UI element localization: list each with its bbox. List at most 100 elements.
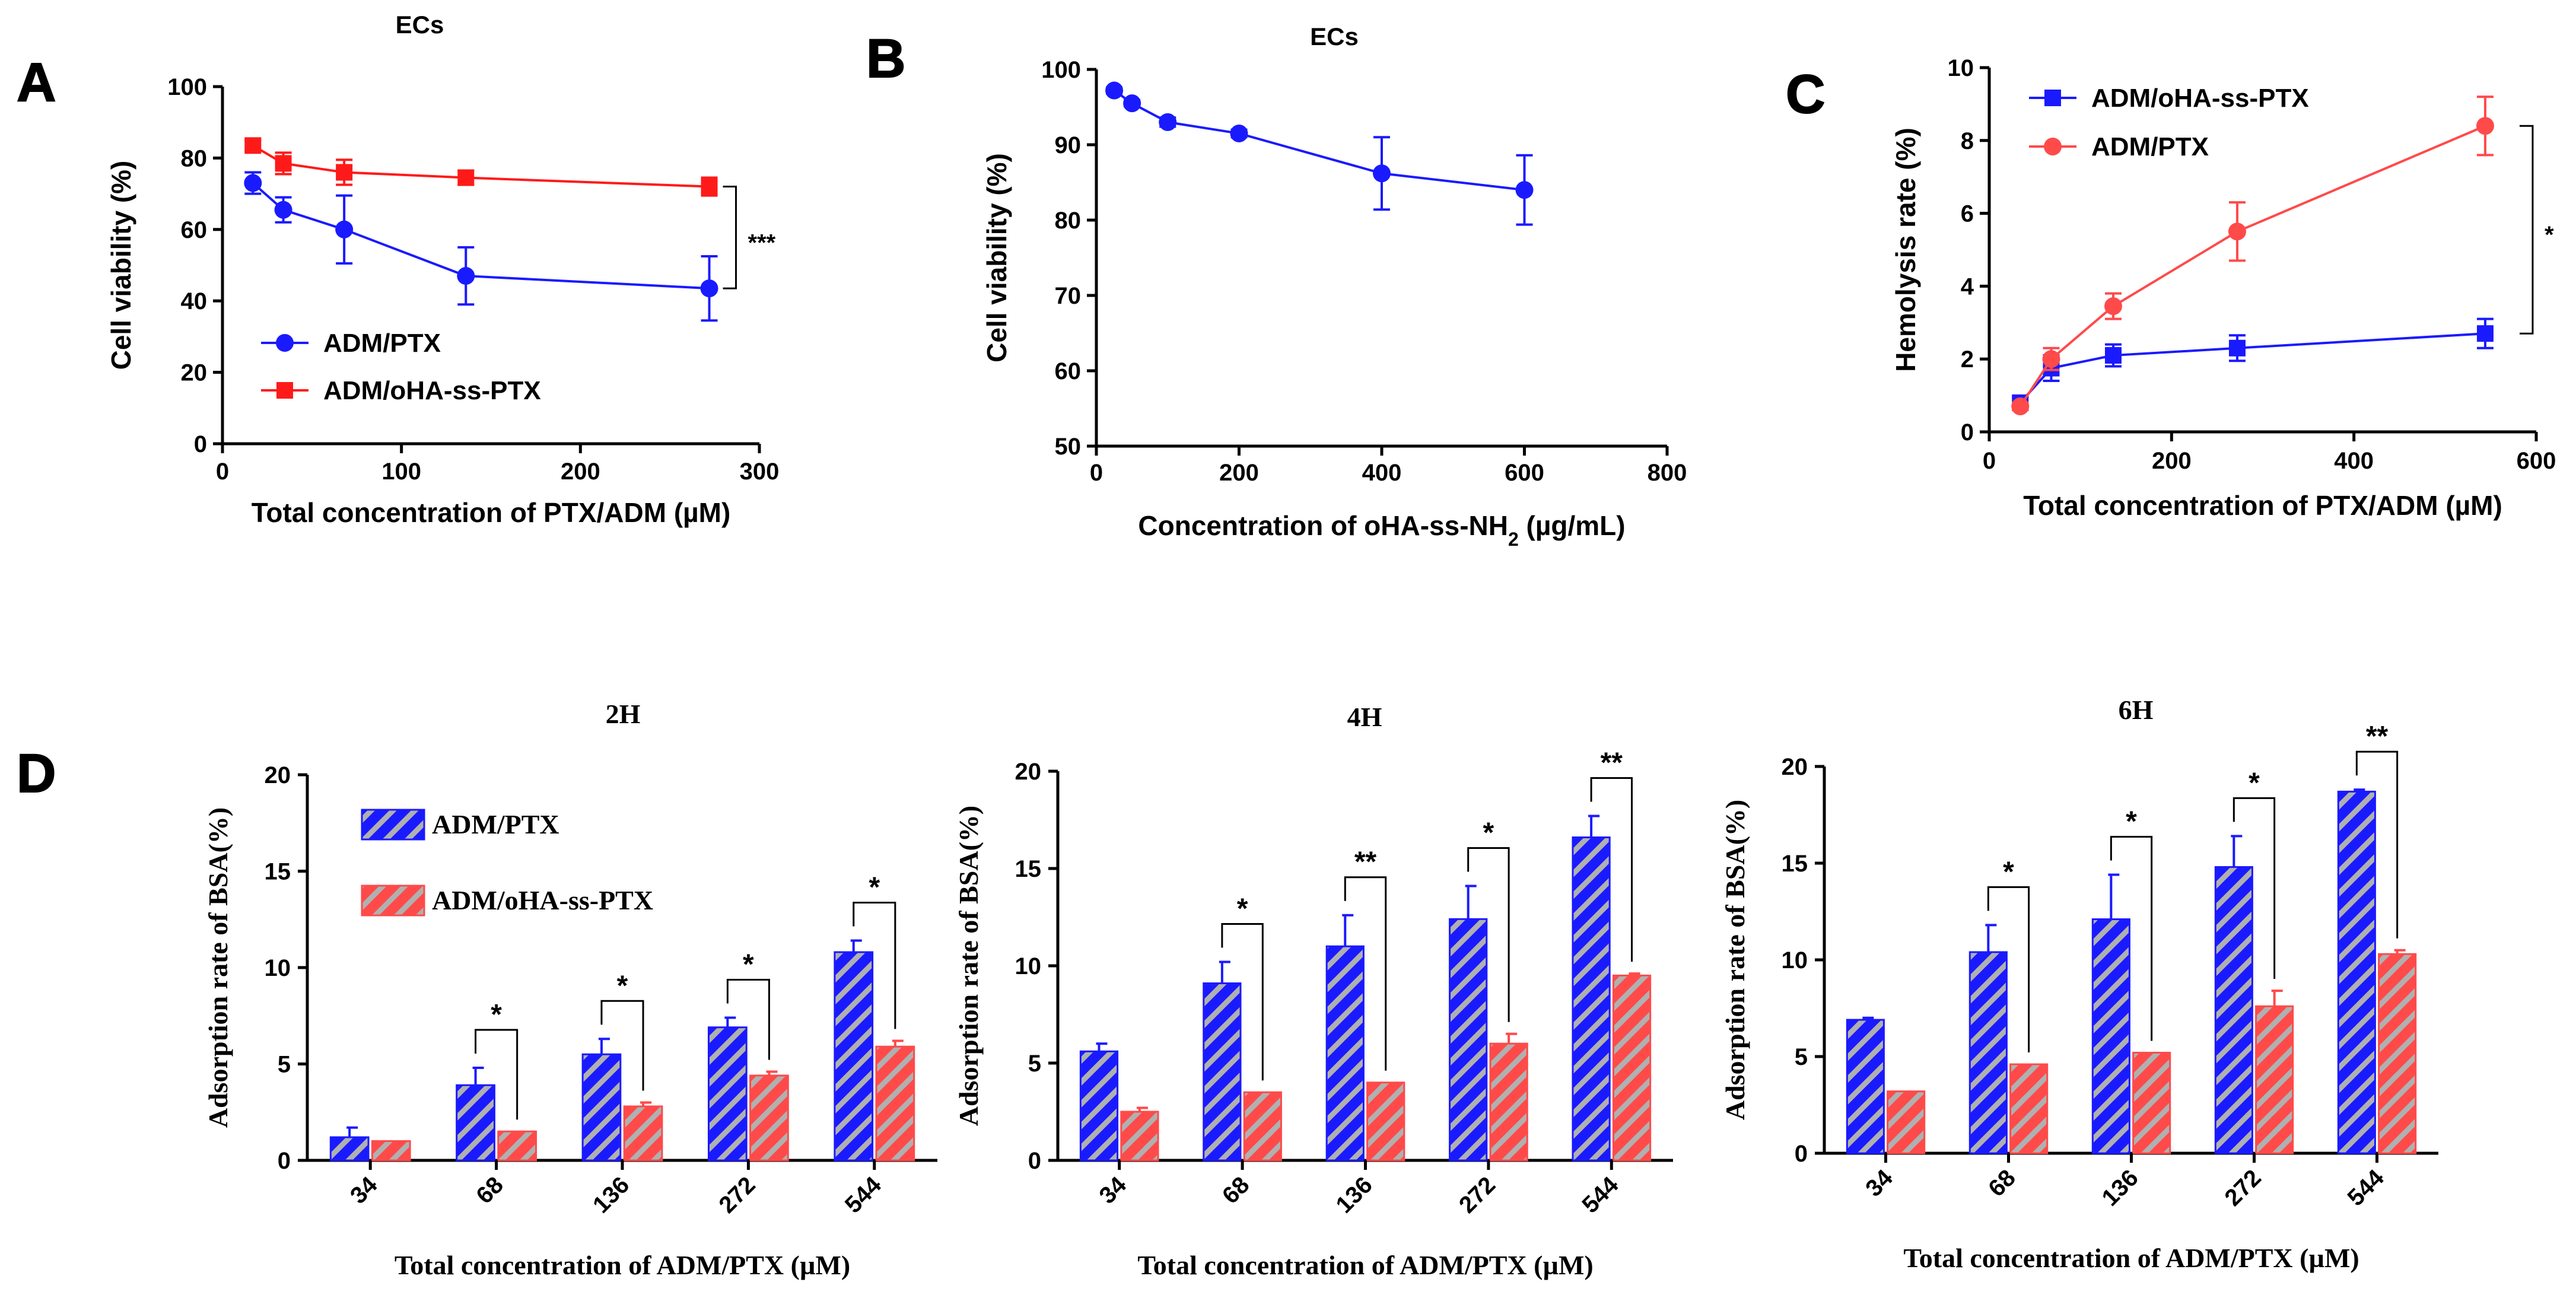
significance-label: * xyxy=(2003,856,2014,887)
y-tick-label: 70 xyxy=(1055,283,1082,309)
data-point xyxy=(1123,94,1141,113)
data-point xyxy=(1159,113,1177,131)
significance-label: * xyxy=(743,949,754,981)
x-tick-label: 272 xyxy=(1454,1172,1500,1218)
x-tick-label: 544 xyxy=(2343,1165,2390,1211)
data-point xyxy=(2476,117,2494,135)
x-tick-label: 34 xyxy=(1094,1172,1131,1209)
x-axis-label: Total concentration of ADM/PTX (µM) xyxy=(1137,1250,1593,1280)
legend-label: ADM/oHA-ss-PTX xyxy=(432,885,653,915)
x-tick-label: 400 xyxy=(2334,448,2374,474)
y-axis-label: Cell viability (%) xyxy=(981,153,1012,362)
bar-adm-oha-ss-ptx xyxy=(371,1140,411,1162)
x-tick-label: 136 xyxy=(2097,1165,2144,1211)
legend: ADM/PTX ADM/oHA-ss-PTX xyxy=(261,329,541,405)
chart-title: 6H xyxy=(2119,695,2154,725)
y-tick-label: 20 xyxy=(1015,759,1042,785)
x-tick-label: 136 xyxy=(1331,1172,1378,1218)
significance-label: * xyxy=(2545,222,2554,248)
data-point xyxy=(335,220,354,238)
x-axis-label: Total concentration of PTX/ADM (µM) xyxy=(2023,490,2502,521)
y-axis-label: Adsorption rate of BSA(%) xyxy=(1720,800,1750,1120)
bar-adm-ptx xyxy=(1846,1019,1885,1154)
significance-label: *** xyxy=(748,230,776,256)
y-tick-label: 0 xyxy=(1795,1141,1808,1167)
series-line xyxy=(2019,332,2486,404)
x-tick-label: 272 xyxy=(2220,1165,2266,1211)
x-tick-label: 68 xyxy=(1217,1172,1255,1209)
bar-adm-oha-ss-ptx xyxy=(2009,1063,2049,1154)
series-1 xyxy=(2011,96,2494,416)
chart-d-4h: 4H 0 5 10 15 20 Adsorption rate of BSA(%) Total… xyxy=(953,702,1673,1280)
legend-swatch xyxy=(361,809,425,841)
y-axis-label: Adsorption rate of BSA(%) xyxy=(203,807,233,1128)
legend-marker xyxy=(276,334,294,352)
series-1 xyxy=(244,137,718,197)
series-0 xyxy=(1105,81,1534,226)
x-axis-label: Total concentration of PTX/ADM (µM) xyxy=(252,497,731,528)
bar-adm-ptx xyxy=(1449,918,1488,1162)
y-tick-label: 15 xyxy=(265,859,291,885)
y-tick-label: 10 xyxy=(1782,947,1808,974)
series-0 xyxy=(2012,317,2494,411)
y-tick-label: 20 xyxy=(265,762,291,788)
panel-label-d: D xyxy=(17,743,56,804)
data-point xyxy=(1515,181,1534,199)
chart-c-hemolysis: 0 2 4 6 8 10 0 200 400 600 Total concentration of … xyxy=(1890,55,2556,521)
data-point xyxy=(2228,339,2246,357)
chart-title: 2H xyxy=(606,699,641,729)
significance-bracket xyxy=(2355,750,2399,938)
bar-adm-ptx xyxy=(707,1026,748,1162)
y-tick-label: 0 xyxy=(1961,419,1974,446)
bar-adm-ptx xyxy=(329,1136,370,1162)
x-tick-label: 200 xyxy=(2152,448,2192,474)
y-tick-label: 60 xyxy=(1055,358,1082,384)
data-point xyxy=(2042,350,2060,368)
data-point xyxy=(700,279,718,298)
bar-adm-ptx xyxy=(2337,790,2376,1154)
data-point xyxy=(336,164,353,181)
y-tick-label: 100 xyxy=(1041,57,1081,83)
x-tick-label: 0 xyxy=(1090,460,1103,486)
significance-label: ** xyxy=(2366,721,2389,752)
x-tick-label: 200 xyxy=(561,459,600,485)
x-tick-label: 136 xyxy=(588,1172,634,1218)
significance-bracket xyxy=(1467,847,1510,1022)
significance-label: * xyxy=(617,970,628,1001)
x-tick-label: 34 xyxy=(1861,1165,1898,1202)
data-point xyxy=(2104,347,2122,364)
x-tick-label: 0 xyxy=(1983,448,1996,474)
significance-bracket xyxy=(475,1029,519,1120)
x-tick-label: 300 xyxy=(740,459,780,485)
y-tick-label: 20 xyxy=(1782,754,1808,780)
y-tick-label: 5 xyxy=(1795,1044,1808,1070)
significance-label: * xyxy=(869,872,880,903)
significance-bracket xyxy=(2232,797,2276,979)
y-tick-label: 80 xyxy=(181,145,208,171)
bar-adm-ptx xyxy=(456,1084,495,1162)
x-tick-label: 100 xyxy=(381,459,421,485)
significance-bracket xyxy=(600,1000,644,1091)
data-point xyxy=(2011,397,2030,416)
x-axis-label-subscript: 2 xyxy=(1508,529,1519,550)
chart-a-viability: ECs 0 20 40 60 80 100 0 100 200 300 Total concentra… xyxy=(106,11,779,528)
y-tick-label: 0 xyxy=(1028,1148,1041,1174)
y-tick-label: 50 xyxy=(1055,434,1082,460)
legend-swatch xyxy=(361,885,425,917)
bar-adm-ptx xyxy=(581,1053,622,1162)
y-tick-label: 10 xyxy=(1015,953,1042,979)
legend-label: ADM/PTX xyxy=(323,329,441,358)
y-tick-label: 60 xyxy=(181,217,208,243)
y-tick-label: 15 xyxy=(1015,856,1042,882)
bar-adm-oha-ss-ptx xyxy=(2255,1005,2294,1154)
y-tick-label: 0 xyxy=(194,431,207,457)
y-tick-label: 90 xyxy=(1055,132,1082,158)
y-tick-label: 80 xyxy=(1055,208,1082,234)
significance-bracket xyxy=(1987,886,2030,1053)
significance-label: * xyxy=(1483,817,1494,849)
y-tick-label: 8 xyxy=(1961,128,1974,154)
data-point xyxy=(2228,222,2246,241)
bar-adm-ptx xyxy=(1572,836,1611,1162)
legend-label: ADM/oHA-ss-PTX xyxy=(2091,84,2309,113)
x-tick-label: 600 xyxy=(2517,448,2556,474)
